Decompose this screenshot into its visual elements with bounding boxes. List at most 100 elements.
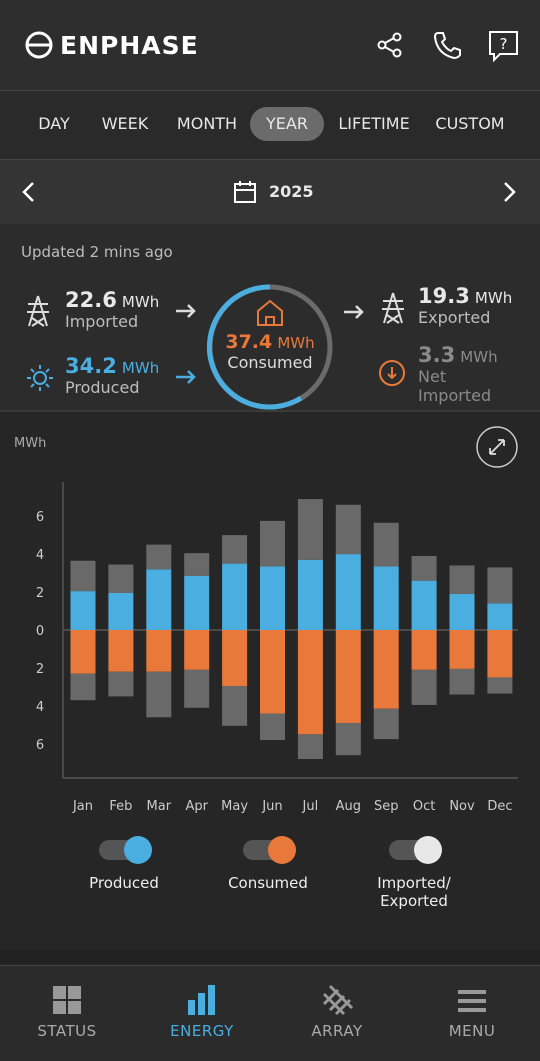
exported-bar [260, 713, 285, 741]
imported-stat: 22.6 MWh Imported [65, 288, 159, 331]
share-button[interactable] [377, 32, 403, 58]
arrow [176, 370, 196, 384]
legend-toggle-knob[interactable] [124, 836, 152, 864]
summary: Updated 2 mins ago 22.6 MWh Imported 34.2… [0, 224, 540, 412]
produced-bar [222, 563, 248, 630]
nav-item[interactable]: ARRAY [311, 1022, 363, 1040]
consumed-bar [222, 630, 248, 686]
period-tab[interactable]: CUSTOM [435, 114, 505, 133]
exported-bar [108, 671, 134, 697]
consumed-bar [146, 630, 172, 672]
x-tick-label: Oct [413, 799, 435, 814]
imported-bar [487, 567, 513, 604]
x-tick-label: Mar [147, 799, 172, 814]
arrow [176, 304, 196, 318]
legend-toggle-knob[interactable] [268, 836, 296, 864]
nav-item[interactable]: STATUS [37, 1022, 97, 1040]
consumed-ring [206, 284, 333, 410]
consumed-bar [411, 630, 437, 670]
imported-bar [146, 544, 172, 570]
legend-label-line: Exported [380, 892, 448, 910]
consumed-stat: 37.4 MWh Consumed [206, 331, 334, 372]
y-axis-label: MWh [14, 436, 46, 451]
imported-bar [184, 553, 210, 576]
produced-stat: 34.2 MWh Produced [65, 354, 159, 397]
svg-text:?: ? [500, 35, 508, 53]
exported-bar [373, 708, 399, 740]
energy-chart: MWh 6 4 2 0 2 4 6 Jan Feb Mar Apr May Jun Jul Aug Sep Oc… [14, 426, 518, 910]
x-tick-label: Feb [109, 799, 132, 814]
period-tab[interactable]: DAY [38, 114, 70, 133]
exported-bar [184, 669, 210, 708]
imported-bar [70, 560, 96, 592]
legend-label: Consumed [228, 874, 308, 892]
prev-button[interactable] [18, 180, 38, 204]
y-tick-label: 4 [36, 548, 44, 563]
produced-bar [297, 559, 323, 630]
consumed-bar [108, 630, 134, 672]
x-tick-label: Dec [487, 799, 512, 814]
exported-bar [222, 685, 248, 726]
produced-bar [449, 593, 475, 630]
period-tab[interactable]: LIFETIME [338, 114, 410, 133]
produced-bar [487, 603, 513, 630]
exported-bar [335, 722, 361, 756]
calendar-icon[interactable] [232, 180, 258, 204]
imported-bar [335, 504, 361, 555]
legend-toggle-knob[interactable] [414, 836, 442, 864]
call-button[interactable] [432, 30, 462, 60]
period-tab[interactable]: YEAR [250, 107, 324, 141]
produced-bar [335, 554, 361, 630]
consumed-bar [70, 630, 96, 674]
net-unit: MWh [460, 348, 498, 366]
period-tab[interactable]: MONTH [176, 114, 238, 133]
net-stat: 3.3 MWh Net Imported [418, 343, 498, 405]
brand: ENPHASE [60, 31, 199, 60]
y-tick-label: 6 [36, 510, 44, 525]
net-icon [379, 360, 405, 386]
energy-icon [188, 985, 215, 1015]
next-button[interactable] [500, 180, 520, 204]
imported-bar [373, 522, 399, 567]
imported-bar [260, 520, 285, 567]
expand-button[interactable] [476, 426, 518, 468]
help-button[interactable]: ? [488, 30, 520, 62]
exported-bar [70, 673, 96, 701]
x-tick-label: Jul [302, 799, 319, 814]
consumed-label: Consumed [227, 353, 313, 372]
produced-bar [411, 580, 437, 630]
x-tick-label: Aug [336, 799, 361, 814]
consumed-bar [373, 630, 399, 709]
imported-label: Imported [65, 312, 139, 331]
nav-item[interactable]: MENU [448, 1022, 496, 1040]
consumed-value: 37.4 [225, 331, 273, 353]
produced-label: Produced [65, 378, 140, 397]
logo-icon [25, 31, 53, 59]
exported-bar [487, 677, 513, 694]
exported-bar [297, 734, 323, 760]
produced-bar [146, 569, 172, 630]
exported-bar [411, 669, 437, 705]
nav-item[interactable]: ENERGY [170, 1022, 234, 1040]
x-tick-label: Jun [261, 799, 282, 814]
grid-icon [382, 292, 404, 324]
y-tick-label: 6 [36, 738, 44, 753]
produced-value: 34.2 [65, 354, 117, 378]
header: ENPHASE ? [0, 0, 540, 91]
y-tick-label: 2 [36, 586, 44, 601]
array-icon [322, 984, 354, 1016]
imported-bar [108, 564, 134, 593]
consumed-bar [449, 630, 475, 669]
sun-icon [27, 365, 53, 391]
imported-bar [222, 535, 248, 564]
imported-bar [297, 499, 323, 560]
date-label[interactable]: 2025 [269, 182, 314, 201]
y-tick-label: 2 [36, 662, 44, 677]
produced-unit: MWh [121, 359, 160, 377]
imported-value: 22.6 [65, 288, 117, 312]
legend-label: Imported/Exported [377, 874, 452, 910]
period-tab[interactable]: WEEK [101, 114, 149, 133]
bottom-nav: STATUS ENERGY ARRAY MENU [0, 965, 540, 1061]
consumed-bar [184, 630, 210, 670]
